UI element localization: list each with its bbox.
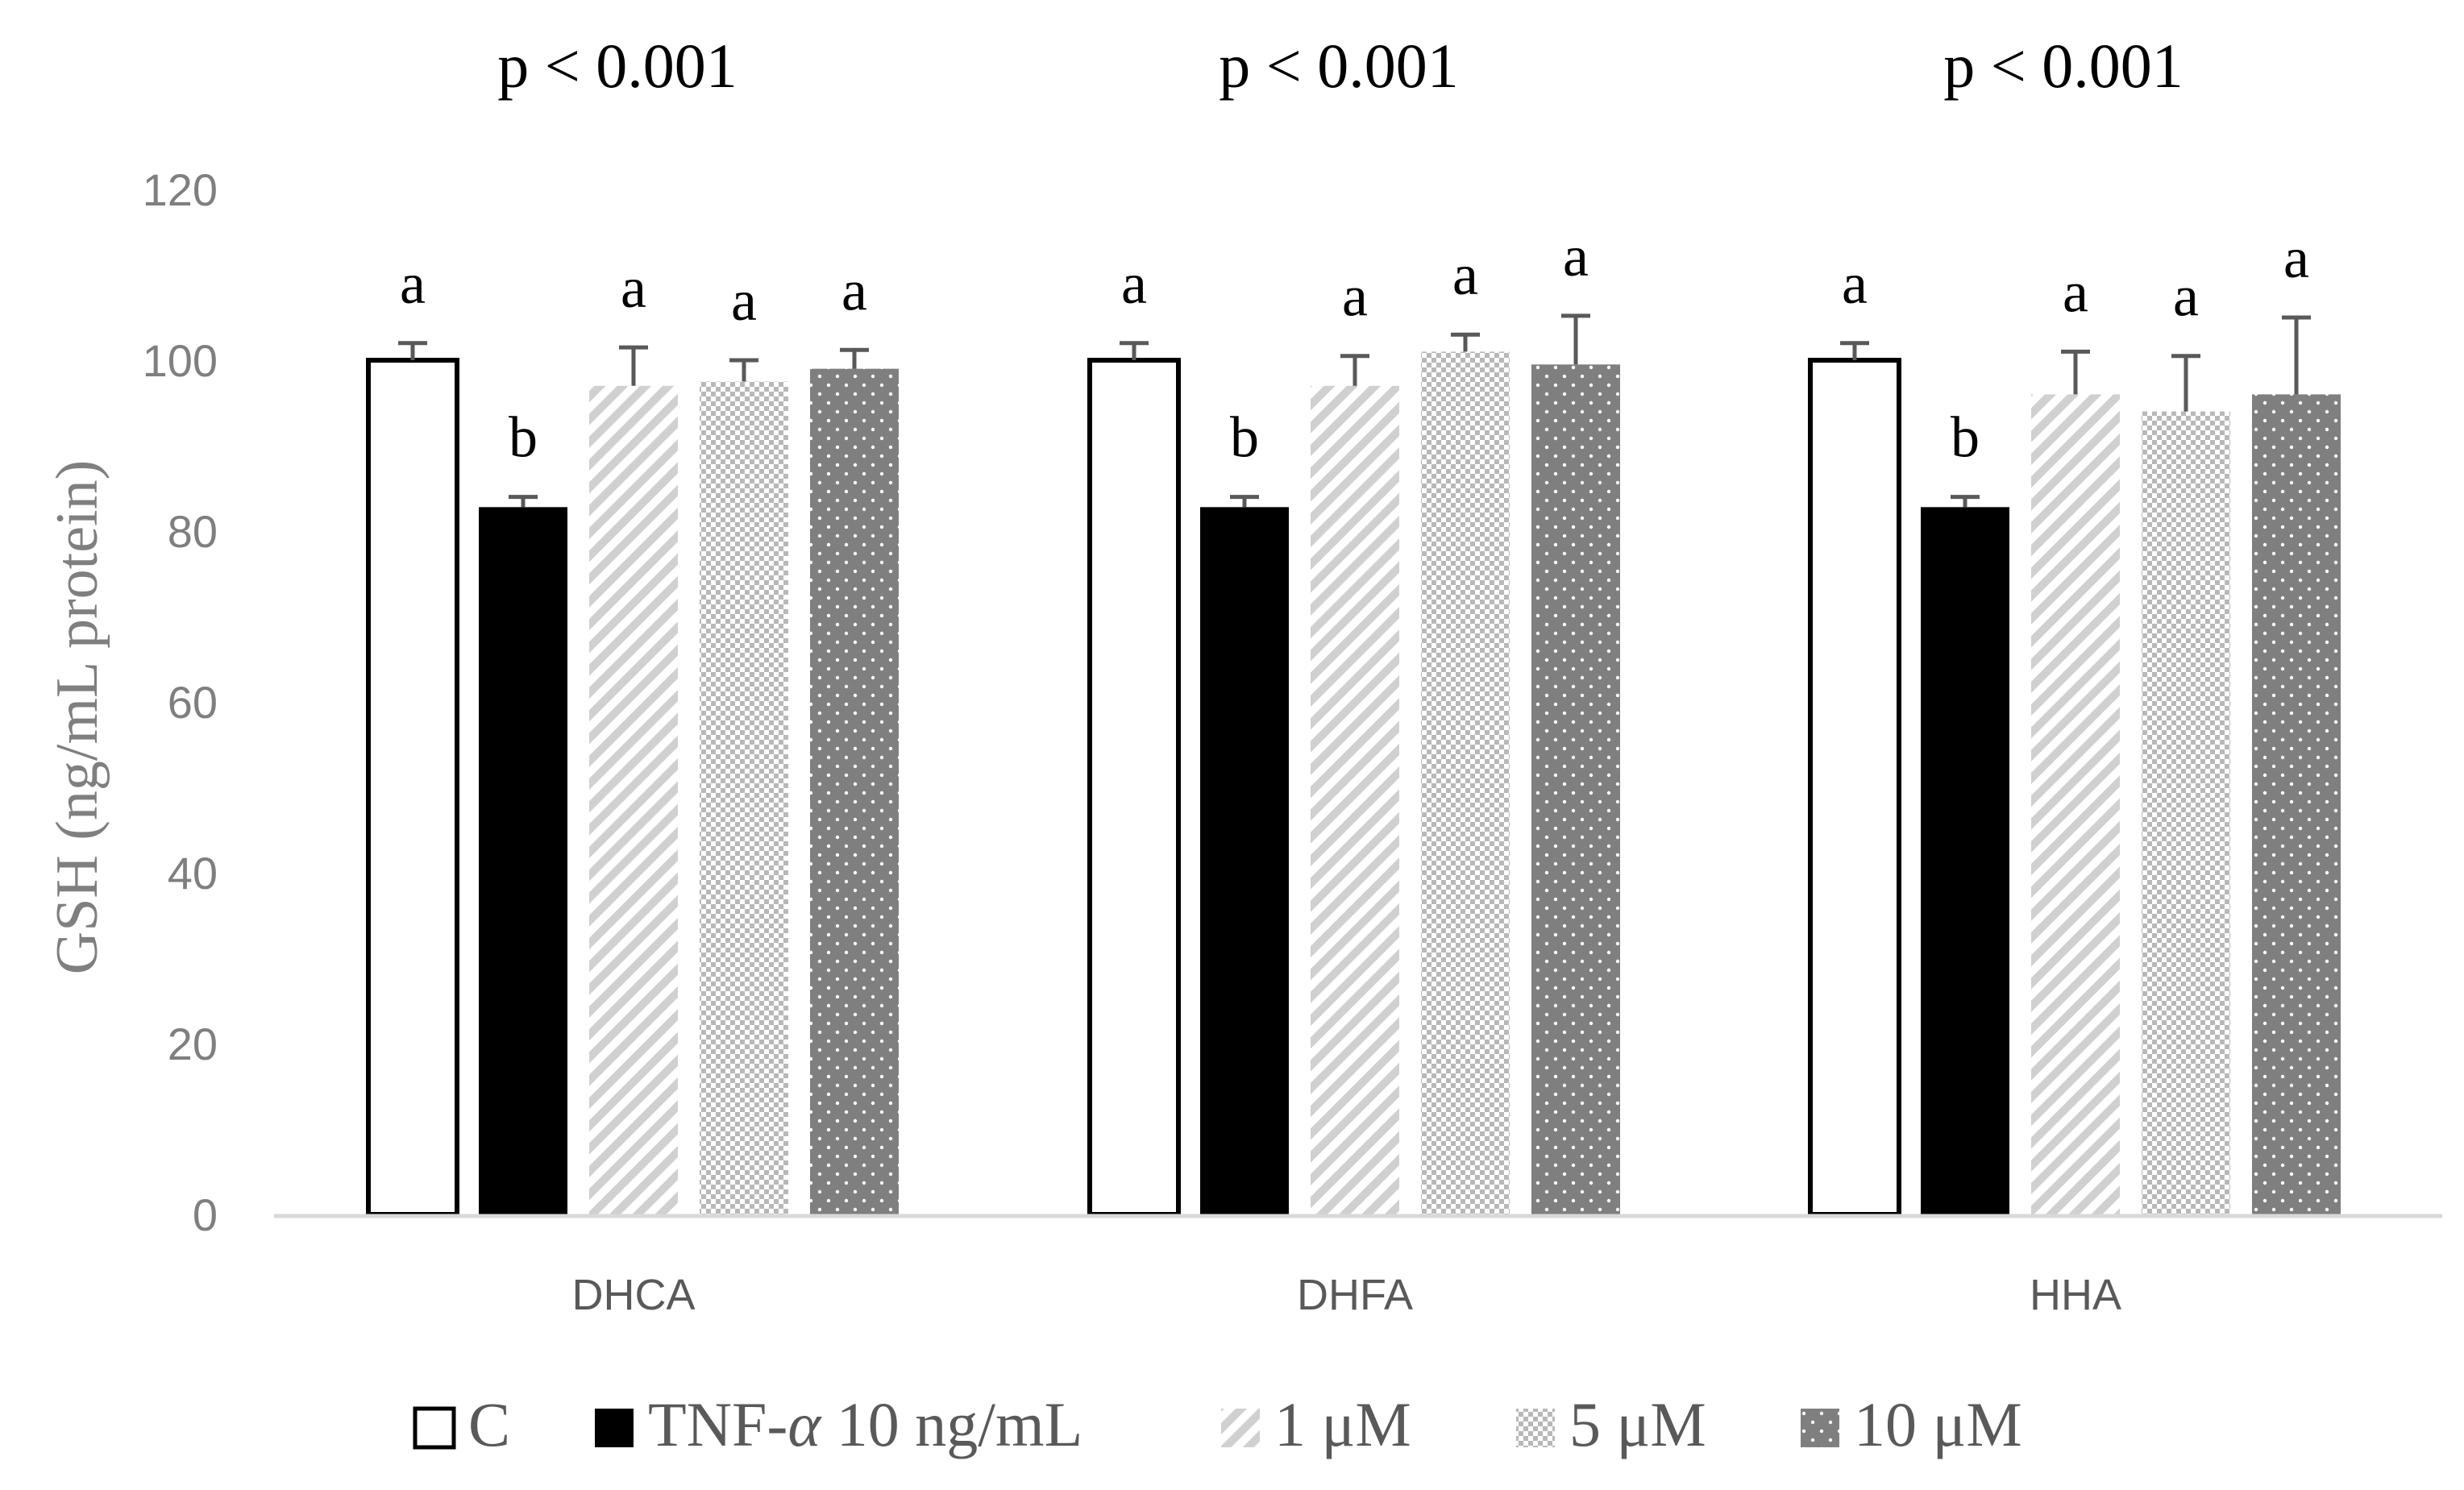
legend-label-prefix: TNF- — [648, 1389, 787, 1459]
bar — [479, 507, 567, 1214]
x-axis-labels: DHCA DHFA HHA — [571, 1271, 2121, 1319]
legend-swatch — [1221, 1409, 1260, 1447]
legend-label: 1 μM — [1274, 1389, 1411, 1459]
legend-swatch — [1516, 1409, 1555, 1447]
significance-letter: a — [621, 255, 646, 320]
significance-letter: a — [2283, 226, 2309, 290]
significance-letter: b — [509, 405, 538, 470]
bar — [1200, 507, 1289, 1214]
y-axis-label: GSH (ng/mL protein) — [44, 460, 110, 975]
legend-item: 1 μM — [1221, 1389, 1411, 1459]
y-tick-label: 120 — [143, 164, 218, 215]
legend-item: TNF-α 10 ng/mL — [595, 1389, 1082, 1459]
significance-letter: a — [731, 268, 757, 333]
legend-label: 10 μM — [1854, 1389, 2022, 1459]
legend-item: C — [413, 1389, 510, 1459]
legend-label-suffix: 10 ng/mL — [821, 1389, 1082, 1459]
legend-label: TNF-α 10 ng/mL — [648, 1389, 1082, 1459]
bar — [1921, 507, 2009, 1214]
legend: C TNF-α 10 ng/mL 1 μM 5 μM 10 μM — [413, 1389, 2022, 1459]
legend-item: 5 μM — [1516, 1389, 1706, 1459]
significance-letter: b — [1230, 405, 1259, 470]
legend-label: C — [468, 1389, 510, 1459]
p-value-label: p < 0.001 — [497, 31, 738, 101]
significance-letter: b — [1951, 405, 1980, 470]
legend-swatch — [1801, 1409, 1839, 1447]
y-tick-label: 100 — [143, 335, 218, 386]
bar-groups: a b a a a a b a a a a b a a a — [366, 224, 2341, 1217]
y-tick-label: 60 — [168, 677, 218, 728]
legend-label-italic: α — [787, 1389, 822, 1459]
legend-label: 5 μM — [1569, 1389, 1706, 1459]
significance-letter: a — [2173, 264, 2199, 329]
y-tick-label: 20 — [168, 1019, 218, 1069]
x-tick-label: DHFA — [1297, 1271, 1413, 1319]
legend-item: 10 μM — [1801, 1389, 2022, 1459]
bar — [1808, 358, 1901, 1217]
y-tick-label: 0 — [193, 1189, 218, 1240]
significance-letter: a — [400, 251, 426, 316]
bar — [2252, 394, 2341, 1214]
significance-letter: a — [1842, 251, 1868, 316]
significance-letter: a — [1342, 264, 1368, 329]
bar — [810, 368, 899, 1215]
bar-group-dhca: a b a a a — [366, 251, 899, 1217]
x-tick-label: DHCA — [571, 1271, 695, 1319]
bar — [366, 358, 459, 1217]
significance-letter: a — [841, 258, 867, 322]
significance-letter: a — [1121, 251, 1147, 316]
bar — [700, 381, 788, 1214]
x-tick-label: HHA — [2030, 1271, 2121, 1319]
p-value-label: p < 0.001 — [1943, 31, 2184, 101]
bar-group-dhfa: a b a a a — [1087, 224, 1620, 1217]
bar — [1531, 364, 1620, 1214]
bar — [589, 385, 678, 1214]
y-tick-label: 80 — [168, 506, 218, 557]
bar-group-hha: a b a a a — [1808, 226, 2341, 1217]
legend-swatch — [413, 1406, 456, 1450]
p-value-label: p < 0.001 — [1219, 31, 1459, 101]
significance-letter: a — [1563, 224, 1589, 288]
bar — [2142, 411, 2230, 1215]
bar — [1421, 351, 1510, 1214]
significance-letter: a — [2063, 259, 2088, 324]
significance-letter: a — [1452, 243, 1478, 307]
y-axis-ticks: 0 20 40 60 80 100 120 — [143, 164, 218, 1240]
bar — [1311, 385, 1399, 1214]
legend-swatch — [595, 1409, 634, 1447]
y-tick-label: 40 — [168, 848, 218, 899]
bar — [1087, 358, 1181, 1217]
p-value-annotations: p < 0.001 p < 0.001 p < 0.001 — [497, 31, 2184, 101]
bar — [2031, 394, 2120, 1214]
